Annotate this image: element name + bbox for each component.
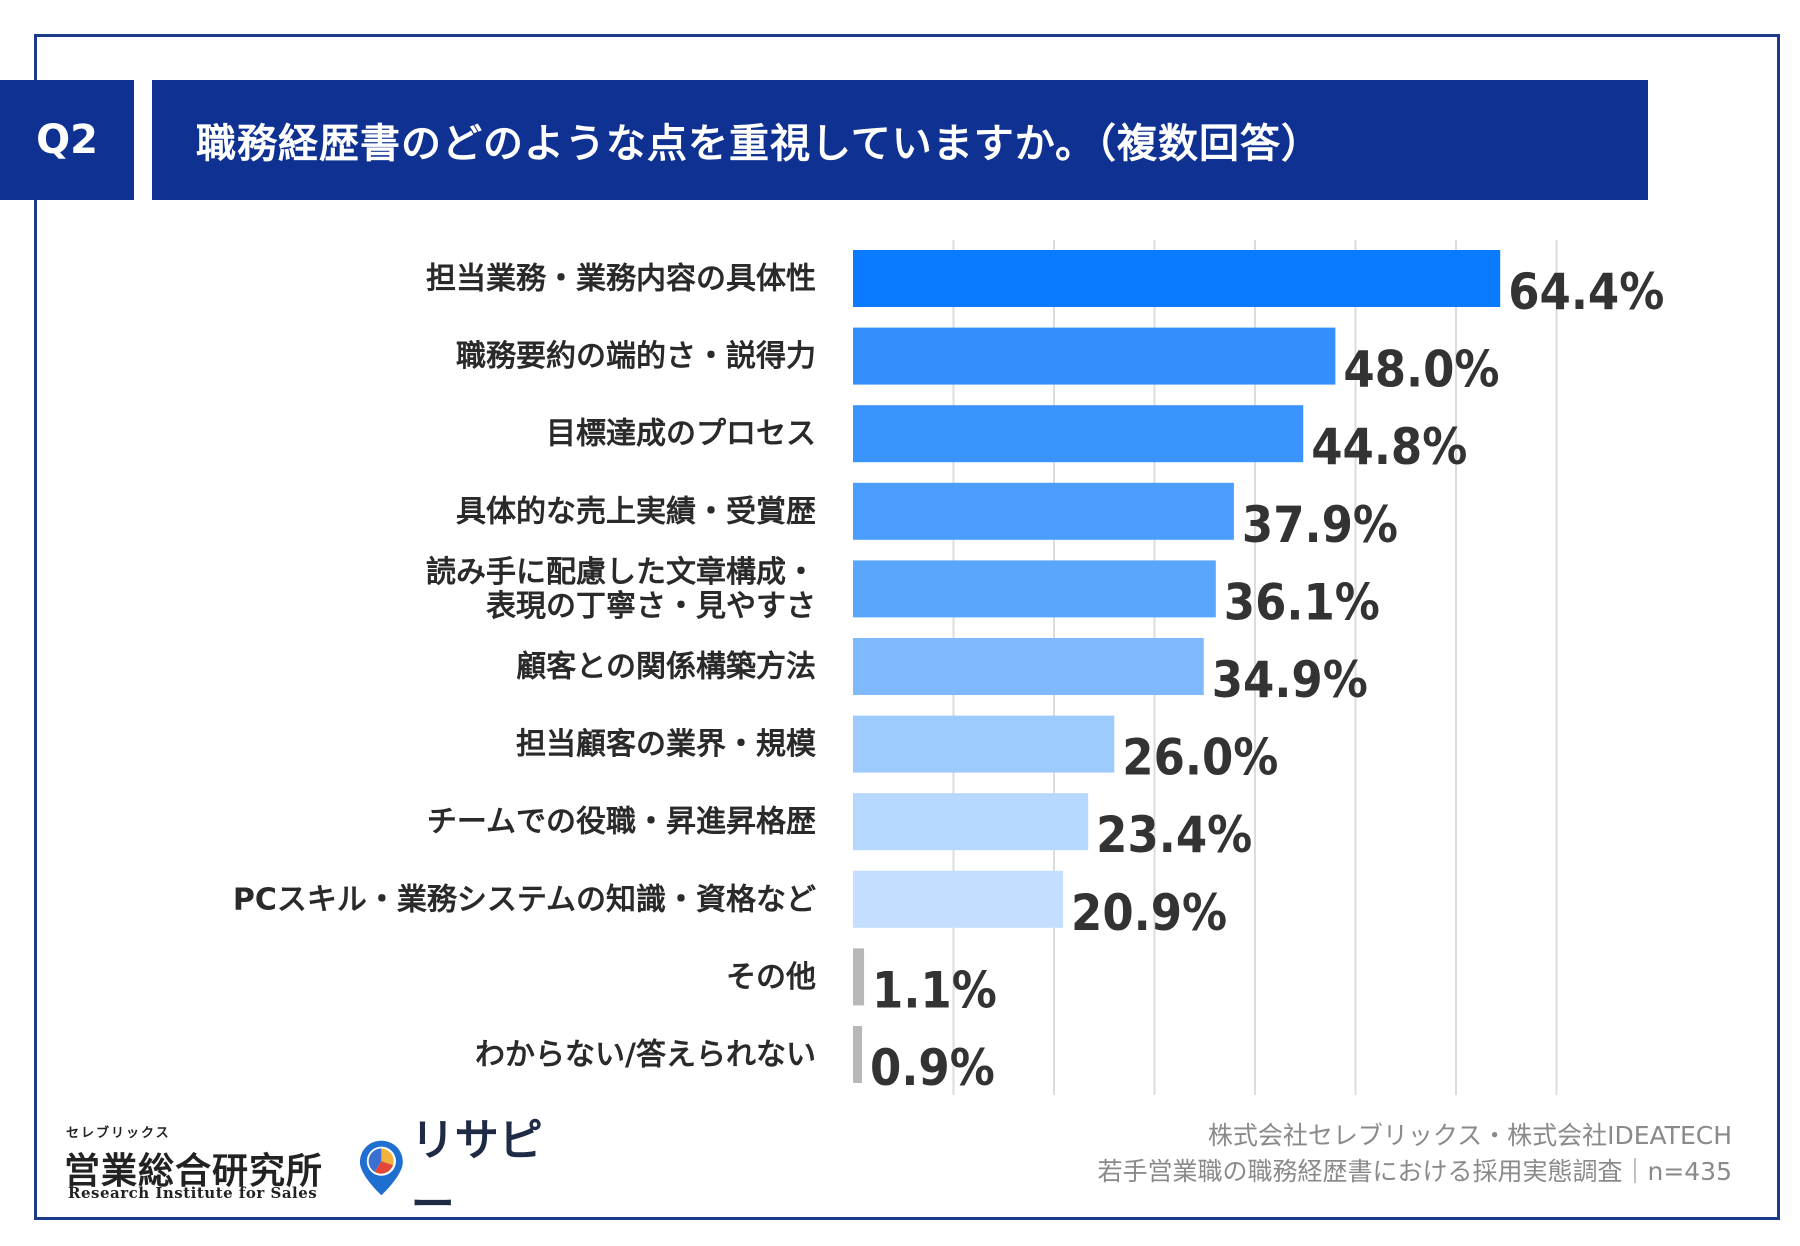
bar-9 [853, 948, 865, 1006]
value-label: 1.1% [872, 961, 997, 1019]
source-note: 株式会社セレブリックス・株式会社IDEATECH 若手営業職の職務経歴書における… [1097, 1118, 1732, 1190]
value-label: 37.9% [1242, 496, 1398, 554]
logo2-name: リサピー [410, 1115, 543, 1230]
category-label: その他 [726, 960, 816, 995]
category-label: わからない/答えられない [475, 1038, 816, 1073]
bar-chart: 担当業務・業務内容の具体性 64.4% 職務要約の端的さ・説得力 48.0% 目標達成の… [233, 240, 1664, 1097]
value-label: 0.9% [870, 1039, 995, 1097]
source-line-2: 若手営業職の職務経歴書における採用実態調査｜n=435 [1097, 1157, 1732, 1186]
footer-logos: セレブリックス 営業総合研究所 Research Institute for S… [62, 1115, 582, 1230]
value-label: 26.0% [1122, 729, 1278, 787]
bar-6 [853, 715, 1115, 773]
bar-4 [853, 560, 1216, 618]
bar-5 [853, 638, 1204, 695]
bar-1 [853, 327, 1336, 385]
bar-10 [853, 1026, 863, 1083]
chart-frame [34, 34, 1780, 1220]
value-label: 48.0% [1343, 341, 1499, 399]
category-label: PCスキル・業務システムの知識・資格など [233, 882, 816, 917]
value-label: 36.1% [1224, 573, 1380, 631]
category-label: チームでの役職・昇進昇格歴 [427, 805, 816, 840]
source-line-1: 株式会社セレブリックス・株式会社IDEATECH [1207, 1121, 1732, 1150]
chart-title: 職務経歴書のどのような点を重視していますか。（複数回答） [152, 80, 1648, 200]
bar-7 [853, 793, 1089, 851]
category-label: 読み手に配慮した文章構成・表現の丁寧さ・見やすさ [426, 555, 816, 624]
category-label: 目標達成のプロセス [546, 417, 816, 452]
value-label: 64.4% [1508, 263, 1664, 321]
risapi-pin-icon [359, 1140, 403, 1196]
question-badge: Q2 [0, 80, 134, 200]
category-label: 担当顧客の業界・規模 [516, 727, 816, 762]
category-label: 職務要約の端的さ・説得力 [456, 339, 816, 374]
category-label: 顧客との関係構築方法 [516, 650, 816, 685]
value-label: 34.9% [1212, 651, 1368, 709]
risapi-logo: リサピー [358, 1115, 582, 1230]
bar-0 [853, 250, 1501, 307]
logo1-sub: Research Institute for Sales [68, 1184, 318, 1202]
value-label: 20.9% [1071, 884, 1227, 942]
category-label: 担当業務・業務内容の具体性 [426, 262, 816, 297]
category-label: 具体的な売上実績・受賞歴 [456, 494, 816, 529]
bar-8 [853, 870, 1064, 928]
bar-2 [853, 405, 1304, 463]
bar-3 [853, 482, 1234, 540]
value-label: 44.8% [1311, 418, 1467, 476]
value-label: 23.4% [1096, 806, 1252, 864]
logo1-name: 営業総合研究所 [64, 1150, 324, 1192]
logo1-kana: セレブリックス [66, 1126, 171, 1141]
